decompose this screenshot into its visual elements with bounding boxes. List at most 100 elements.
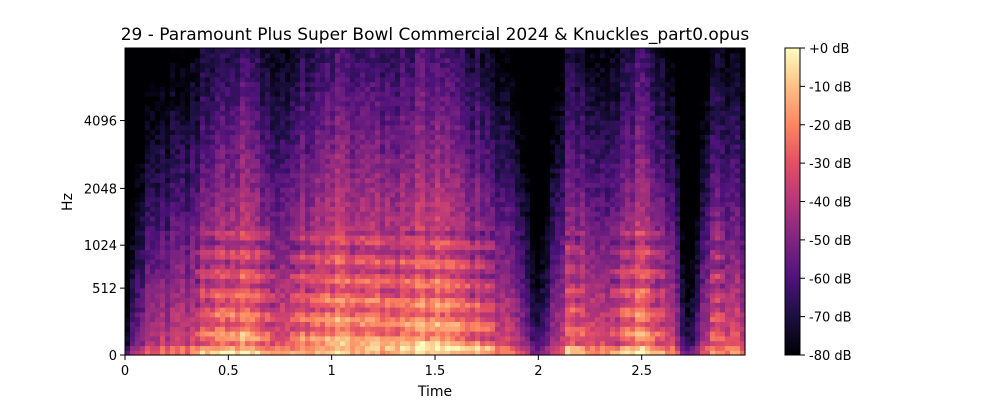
heatmap-cell xyxy=(395,340,401,347)
heatmap-cell xyxy=(235,321,241,327)
heatmap-cell xyxy=(185,230,191,236)
heatmap-cell xyxy=(325,153,331,159)
heatmap-cell xyxy=(310,211,316,217)
heatmap-cell xyxy=(165,86,171,92)
heatmap-cell xyxy=(395,263,401,270)
heatmap-cell xyxy=(495,115,501,121)
heatmap-cell xyxy=(305,235,311,241)
heatmap-cell xyxy=(430,278,436,284)
heatmap-cell xyxy=(310,129,316,135)
heatmap-cell xyxy=(415,345,421,351)
heatmap-cell xyxy=(405,95,411,102)
heatmap-cell xyxy=(200,139,206,145)
heatmap-cell xyxy=(235,167,241,174)
heatmap-cell xyxy=(255,321,261,327)
heatmap-cell xyxy=(185,254,191,260)
heatmap-cell xyxy=(320,148,326,155)
heatmap-cell xyxy=(195,91,201,97)
heatmap-cell xyxy=(195,321,201,327)
heatmap-cell xyxy=(500,283,506,289)
heatmap-cell xyxy=(300,143,306,150)
heatmap-cell xyxy=(245,105,251,111)
heatmap-cell xyxy=(335,67,341,73)
heatmap-cell xyxy=(205,316,211,323)
heatmap-cell xyxy=(460,139,466,145)
heatmap-cell xyxy=(180,201,186,207)
heatmap-cell xyxy=(410,230,416,236)
heatmap-cell xyxy=(460,67,466,73)
heatmap-cell xyxy=(385,134,391,140)
heatmap-cell xyxy=(390,307,396,313)
heatmap-cell xyxy=(195,124,201,131)
heatmap-cell xyxy=(140,321,146,327)
heatmap-cell xyxy=(310,340,316,347)
heatmap-cell xyxy=(215,172,221,179)
heatmap-cell xyxy=(495,335,501,342)
heatmap-cell xyxy=(275,311,281,318)
heatmap-cell xyxy=(335,129,341,135)
heatmap-cell xyxy=(410,321,416,327)
heatmap-cell xyxy=(440,48,446,54)
heatmap-cell xyxy=(385,76,391,83)
heatmap-cell xyxy=(435,134,441,140)
heatmap-cell xyxy=(280,105,286,111)
heatmap-cell xyxy=(370,283,376,289)
heatmap-cell xyxy=(235,287,241,294)
heatmap-cell xyxy=(400,191,406,198)
heatmap-cell xyxy=(310,76,316,83)
heatmap-cell xyxy=(345,134,351,140)
heatmap-cell xyxy=(370,196,376,203)
heatmap-cell xyxy=(260,249,266,255)
heatmap-cell xyxy=(305,297,311,303)
heatmap-cell xyxy=(230,263,236,270)
heatmap-cell xyxy=(305,153,311,159)
heatmap-cell xyxy=(370,139,376,145)
heatmap-cell xyxy=(150,124,156,131)
heatmap-cell xyxy=(460,182,466,188)
heatmap-cell xyxy=(480,331,486,337)
heatmap-cell xyxy=(350,187,356,193)
heatmap-cell xyxy=(340,148,346,155)
heatmap-cell xyxy=(450,215,456,222)
heatmap-cell xyxy=(385,249,391,255)
heatmap-cell xyxy=(380,182,386,188)
heatmap-cell xyxy=(345,153,351,159)
heatmap-cell xyxy=(170,163,176,169)
heatmap-cell xyxy=(375,148,381,155)
heatmap-cell xyxy=(400,335,406,342)
heatmap-cell xyxy=(305,81,311,87)
heatmap-cell xyxy=(315,105,321,111)
heatmap-cell xyxy=(265,307,271,313)
heatmap-cell xyxy=(265,172,271,179)
heatmap-cell xyxy=(495,263,501,270)
spectrogram-heatmap xyxy=(125,48,746,356)
heatmap-cell xyxy=(310,292,316,299)
heatmap-cell xyxy=(410,307,416,313)
heatmap-cell xyxy=(305,48,311,54)
heatmap-cell xyxy=(215,259,221,265)
heatmap-cell xyxy=(465,350,471,356)
heatmap-cell xyxy=(235,220,241,227)
heatmap-cell xyxy=(455,316,461,323)
heatmap-cell xyxy=(445,292,451,299)
heatmap-cell xyxy=(490,225,496,231)
heatmap-cell xyxy=(230,191,236,198)
heatmap-cell xyxy=(280,100,286,107)
heatmap-cell xyxy=(205,259,211,265)
heatmap-cell xyxy=(400,211,406,217)
heatmap-cell xyxy=(390,124,396,131)
heatmap-cell xyxy=(225,134,231,140)
heatmap-cell xyxy=(140,86,146,92)
heatmap-cell xyxy=(335,321,341,327)
heatmap-cell xyxy=(395,297,401,303)
heatmap-cell xyxy=(500,124,506,131)
heatmap-cell xyxy=(330,191,336,198)
heatmap-cell xyxy=(405,292,411,299)
heatmap-cell xyxy=(240,167,246,174)
heatmap-cell xyxy=(410,335,416,342)
heatmap-cell xyxy=(225,225,231,231)
heatmap-cell xyxy=(415,48,421,54)
heatmap-cell xyxy=(365,139,371,145)
heatmap-cell xyxy=(350,191,356,198)
heatmap-cell xyxy=(450,110,456,116)
